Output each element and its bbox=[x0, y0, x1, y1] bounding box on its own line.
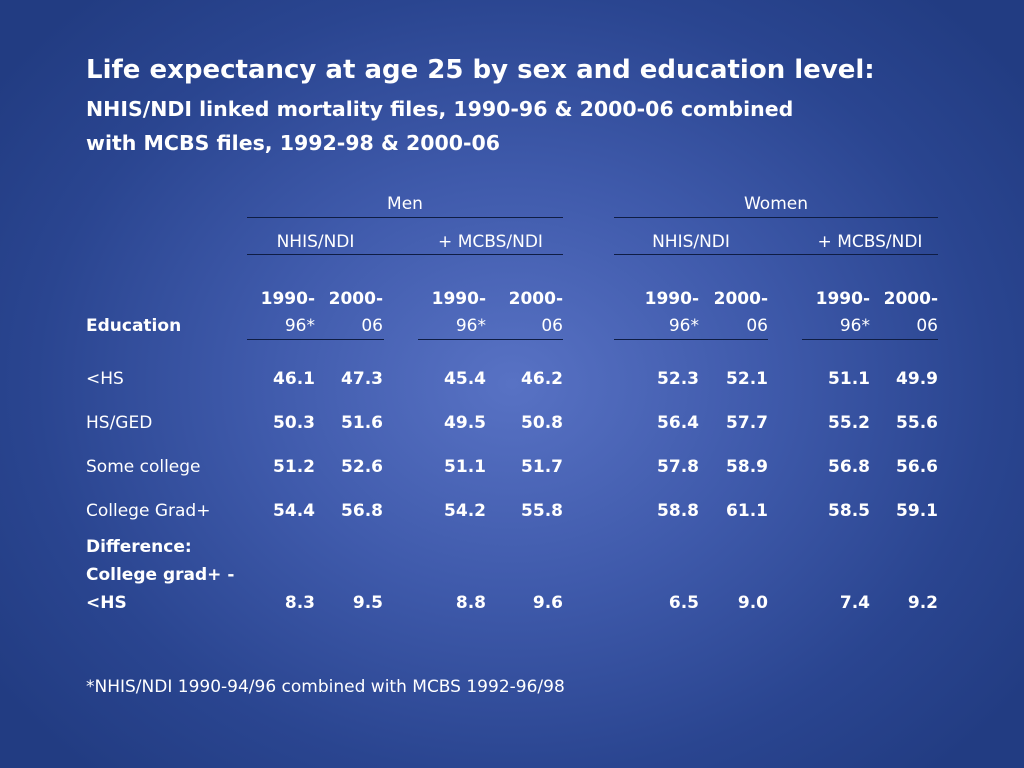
table-cell: 9.2 bbox=[907, 593, 938, 613]
table-cell: 49.5 bbox=[444, 413, 486, 433]
difference-label-line-2: College grad+ - bbox=[86, 565, 235, 585]
difference-label-line-3: <HS bbox=[86, 593, 127, 613]
slide-subtitle: NHIS/NDI linked mortality files, 1990-96… bbox=[86, 92, 793, 160]
period-header: 96* bbox=[839, 316, 870, 336]
period-header: 96* bbox=[284, 316, 315, 336]
period-header: 06 bbox=[916, 316, 938, 336]
table-cell: 9.0 bbox=[737, 593, 768, 613]
period-header: 2000- bbox=[883, 289, 938, 309]
table-cell: 61.1 bbox=[726, 501, 768, 521]
slide-title: Life expectancy at age 25 by sex and edu… bbox=[86, 55, 875, 85]
period-header: 1990- bbox=[644, 289, 699, 309]
subtitle-line-1: NHIS/NDI linked mortality files, 1990-96… bbox=[86, 97, 794, 121]
period-rule bbox=[418, 339, 563, 340]
table-cell: 51.7 bbox=[521, 457, 563, 477]
table-cell: 51.6 bbox=[341, 413, 383, 433]
table-cell: 57.8 bbox=[657, 457, 699, 477]
table-cell: 46.1 bbox=[273, 369, 315, 389]
period-header: 96* bbox=[455, 316, 486, 336]
table-cell: 51.1 bbox=[444, 457, 486, 477]
difference-label-line-1: Difference: bbox=[86, 537, 192, 557]
table-cell: 58.9 bbox=[726, 457, 768, 477]
period-rule bbox=[247, 339, 384, 340]
table-cell: 51.2 bbox=[273, 457, 315, 477]
table-cell: 50.8 bbox=[521, 413, 563, 433]
education-header: Education bbox=[86, 316, 182, 336]
period-rule bbox=[614, 339, 768, 340]
period-header: 1990- bbox=[815, 289, 870, 309]
period-header: 06 bbox=[541, 316, 563, 336]
table-cell: 6.5 bbox=[668, 593, 699, 613]
subgroup-women-nhis: NHIS/NDI bbox=[652, 232, 730, 252]
group-rule-men bbox=[247, 217, 563, 218]
row-label: College Grad+ bbox=[86, 501, 211, 521]
table-cell: 55.6 bbox=[896, 413, 938, 433]
table-cell: 54.2 bbox=[444, 501, 486, 521]
period-header: 1990- bbox=[260, 289, 315, 309]
table-cell: 52.1 bbox=[726, 369, 768, 389]
table-cell: 55.2 bbox=[828, 413, 870, 433]
table-cell: 56.6 bbox=[896, 457, 938, 477]
row-label: <HS bbox=[86, 369, 124, 389]
subgroup-men-mcbs: + MCBS/NDI bbox=[438, 232, 543, 252]
table-cell: 7.4 bbox=[839, 593, 870, 613]
table-cell: 50.3 bbox=[273, 413, 315, 433]
table-cell: 52.3 bbox=[657, 369, 699, 389]
period-header: 2000- bbox=[508, 289, 563, 309]
table-cell: 56.8 bbox=[341, 501, 383, 521]
table-cell: 56.4 bbox=[657, 413, 699, 433]
group-rule-women bbox=[614, 217, 938, 218]
period-rule bbox=[802, 339, 938, 340]
subgroup-rule-men bbox=[247, 254, 563, 255]
row-label: Some college bbox=[86, 457, 201, 477]
subgroup-rule-women bbox=[614, 254, 938, 255]
table-cell: 8.8 bbox=[455, 593, 486, 613]
table-cell: 56.8 bbox=[828, 457, 870, 477]
subtitle-line-2: with MCBS files, 1992-98 & 2000-06 bbox=[86, 131, 501, 155]
group-header-men: Men bbox=[387, 194, 423, 214]
table-cell: 45.4 bbox=[444, 369, 486, 389]
footnote: *NHIS/NDI 1990-94/96 combined with MCBS … bbox=[86, 677, 565, 697]
table-cell: 52.6 bbox=[341, 457, 383, 477]
table-cell: 58.5 bbox=[828, 501, 870, 521]
period-header: 96* bbox=[668, 316, 699, 336]
table-cell: 9.6 bbox=[532, 593, 563, 613]
table-cell: 57.7 bbox=[726, 413, 768, 433]
subgroup-men-nhis: NHIS/NDI bbox=[276, 232, 355, 252]
period-header: 06 bbox=[361, 316, 383, 336]
period-header: 06 bbox=[746, 316, 768, 336]
table-cell: 54.4 bbox=[273, 501, 315, 521]
table-cell: 51.1 bbox=[828, 369, 870, 389]
row-label: HS/GED bbox=[86, 413, 153, 433]
table-cell: 8.3 bbox=[284, 593, 315, 613]
table-cell: 59.1 bbox=[896, 501, 938, 521]
table-cell: 46.2 bbox=[521, 369, 563, 389]
subgroup-women-mcbs: + MCBS/NDI bbox=[817, 232, 923, 252]
group-header-women: Women bbox=[743, 194, 808, 214]
table-cell: 58.8 bbox=[657, 501, 699, 521]
table-cell: 9.5 bbox=[352, 593, 383, 613]
period-header: 2000- bbox=[713, 289, 768, 309]
period-header: 1990- bbox=[431, 289, 486, 309]
table-cell: 49.9 bbox=[896, 369, 938, 389]
table-cell: 55.8 bbox=[521, 501, 563, 521]
period-header: 2000- bbox=[328, 289, 383, 309]
table-cell: 47.3 bbox=[341, 369, 383, 389]
